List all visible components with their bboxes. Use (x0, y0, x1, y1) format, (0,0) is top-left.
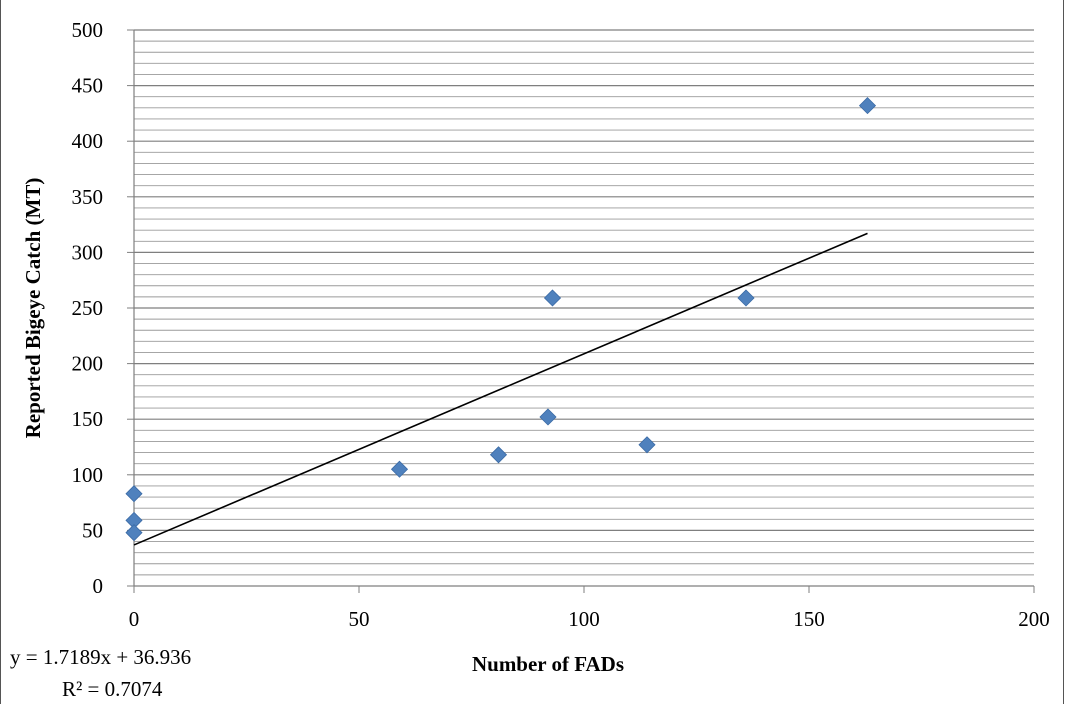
y-tick-label: 500 (72, 18, 104, 42)
data-point (543, 289, 562, 307)
gridlines (134, 29, 1034, 576)
tick-labels: 0 50 100 150 200 250 300 350 400 450 500 0 50 100 150 2… (72, 18, 1050, 631)
data-point (125, 485, 143, 503)
trendline-equation: y = 1.7189x + 36.936 (10, 645, 191, 669)
x-tick-label: 100 (568, 607, 600, 631)
y-axis-title: Reported Bigeye Catch (MT) (21, 178, 45, 439)
y-tick-label: 350 (72, 185, 104, 209)
data-point (539, 408, 557, 426)
y-tick-label: 0 (93, 574, 104, 598)
y-tick-label: 400 (72, 129, 104, 153)
data-point (737, 289, 755, 307)
trendline-r-squared: R² = 0.7074 (62, 677, 163, 701)
x-tick-label: 50 (349, 607, 370, 631)
y-tick-label: 450 (72, 74, 104, 98)
data-point (638, 436, 656, 454)
x-tick-label: 150 (793, 607, 825, 631)
y-tick-label: 50 (82, 518, 103, 542)
frame-border-right (1063, 0, 1064, 704)
y-tick-label: 100 (72, 463, 104, 487)
y-tick-label: 250 (72, 296, 104, 320)
x-axis-title: Number of FADs (472, 652, 624, 676)
data-point (858, 97, 877, 115)
y-tick-label: 300 (72, 240, 104, 264)
x-tick-label: 0 (129, 607, 140, 631)
data-point (390, 460, 409, 478)
data-point (489, 446, 508, 464)
data-point (125, 524, 143, 542)
y-tick-label: 200 (72, 352, 104, 376)
trendline (133, 232, 868, 546)
x-tick-label: 200 (1018, 607, 1050, 631)
y-tick-label: 150 (72, 407, 104, 431)
trendline-group (133, 232, 868, 546)
frame-border-left (0, 0, 1, 704)
data-points (125, 97, 877, 542)
